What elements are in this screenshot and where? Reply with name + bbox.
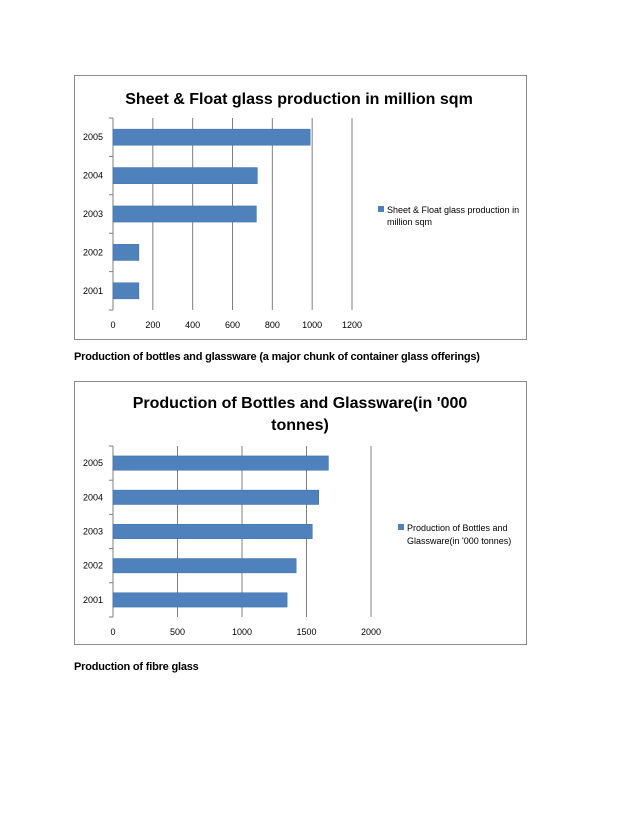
y-tick-label: 2002	[83, 247, 103, 257]
chart-title: Production of Bottles and Glassware(in '…	[133, 395, 468, 412]
bar-2004	[112, 489, 320, 505]
legend-label: Sheet & Float glass production in	[387, 205, 519, 215]
legend-label: million sqm	[387, 217, 432, 227]
x-tick-label: 0	[110, 627, 115, 637]
y-tick-label: 2004	[83, 492, 103, 502]
legend-label: Glassware(in '000 tonnes)	[407, 536, 511, 546]
bar-2002	[112, 558, 297, 574]
y-tick-label: 2002	[83, 561, 103, 571]
bar-2002	[112, 244, 140, 261]
y-tick-label: 2004	[83, 171, 103, 181]
bar-2005	[112, 455, 329, 471]
chart-sheet-float-glass-svg: Sheet & Float glass production in millio…	[83, 91, 519, 330]
chart-sheet-float-glass: Sheet & Float glass production in millio…	[74, 75, 527, 340]
chart-title: tonnes)	[271, 417, 329, 434]
chart-bottles-glassware: Production of Bottles and Glassware(in '…	[74, 381, 527, 645]
x-tick-label: 500	[170, 627, 185, 637]
x-tick-label: 2000	[361, 627, 381, 637]
x-tick-label: 400	[185, 320, 200, 330]
x-tick-label: 200	[145, 320, 160, 330]
x-tick-label: 600	[225, 320, 240, 330]
y-tick-label: 2003	[83, 209, 103, 219]
y-tick-label: 2005	[83, 132, 103, 142]
y-tick-label: 2001	[83, 595, 103, 605]
x-tick-label: 1000	[232, 627, 252, 637]
legend-swatch	[398, 524, 404, 530]
bar-2001	[112, 282, 140, 300]
bar-2003	[112, 205, 257, 223]
x-tick-label: 1500	[296, 627, 316, 637]
legend-swatch	[378, 206, 384, 212]
x-tick-label: 0	[110, 320, 115, 330]
bar-2004	[112, 167, 258, 184]
chart-bottles-glassware-svg: Production of Bottles and Glassware(in '…	[83, 395, 511, 637]
chart-title: Sheet & Float glass production in millio…	[125, 91, 473, 108]
x-tick-label: 1000	[302, 320, 322, 330]
legend-label: Production of Bottles and	[407, 523, 508, 533]
x-tick-label: 1200	[342, 320, 362, 330]
caption-fibre-glass: Production of fibre glass	[74, 661, 199, 673]
caption-bottles-glassware: Production of bottles and glassware (a m…	[74, 351, 480, 363]
bar-2003	[112, 524, 313, 539]
y-tick-label: 2003	[83, 527, 103, 537]
x-tick-label: 800	[265, 320, 280, 330]
bar-2005	[112, 128, 311, 146]
y-tick-label: 2005	[83, 458, 103, 468]
y-tick-label: 2001	[83, 286, 103, 296]
bar-2001	[112, 592, 288, 608]
